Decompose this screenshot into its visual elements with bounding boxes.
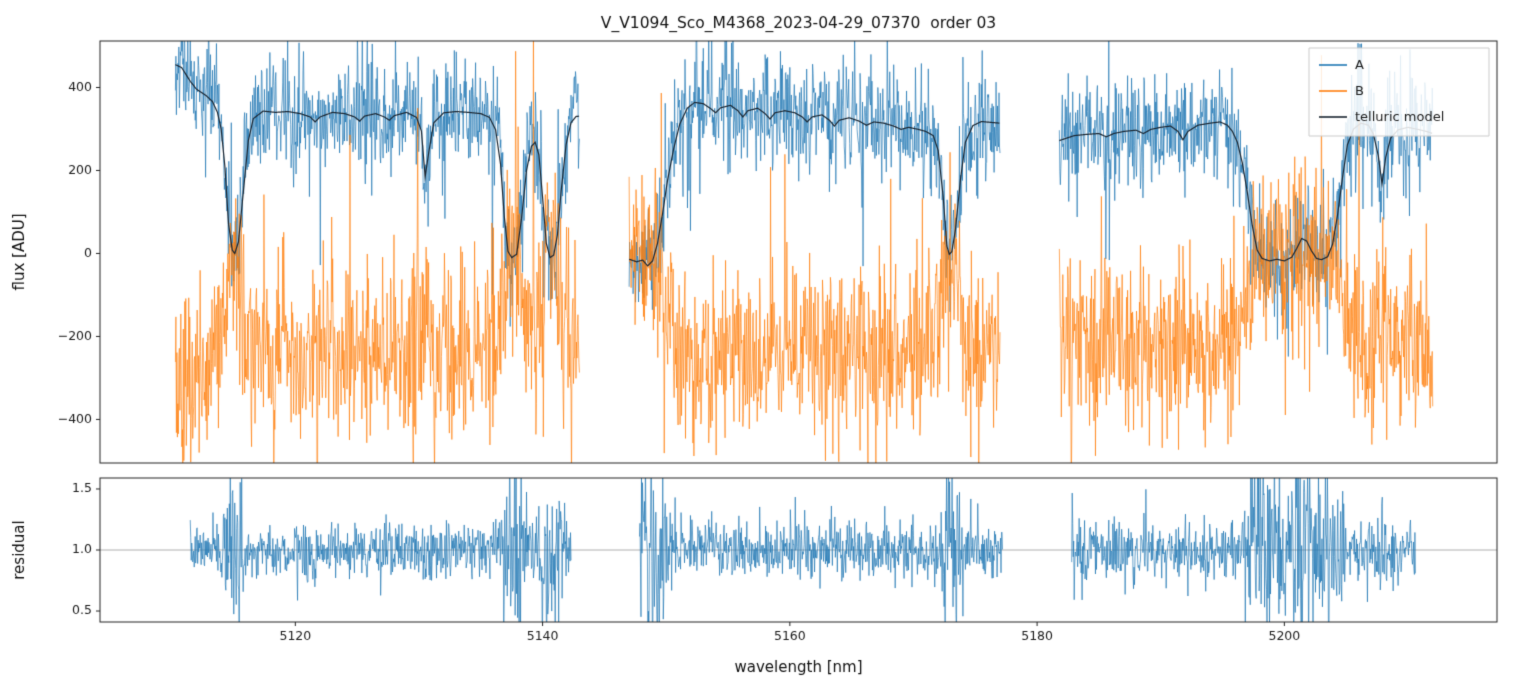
spectrum-figure: V_V1094_Sco_M4368_2023-04-29_07370 order…: [0, 0, 1513, 696]
figure-canvas: [0, 0, 1513, 696]
